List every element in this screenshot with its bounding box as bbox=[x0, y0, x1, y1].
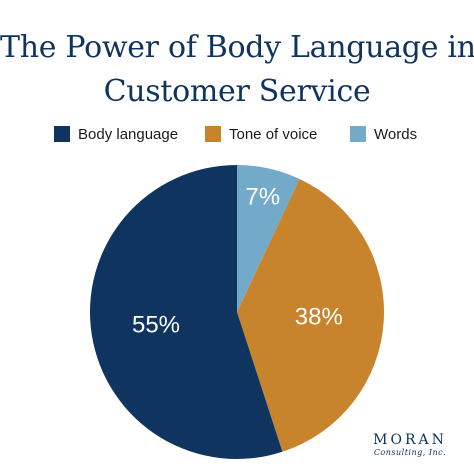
chart-title: The Power of Body Language in Customer S… bbox=[0, 26, 474, 114]
legend-label-tone-of-voice: Tone of voice bbox=[229, 125, 318, 143]
legend-swatch-words bbox=[350, 126, 366, 142]
legend-swatch-tone-of-voice bbox=[205, 126, 221, 142]
pie-slice-body-language bbox=[89, 165, 283, 459]
logo-name: MORAN bbox=[373, 432, 447, 448]
data-label-body-language: 55% bbox=[132, 311, 180, 338]
legend-item-tone-of-voice: Tone of voice bbox=[205, 124, 317, 144]
logo-subtitle: Consulting, Inc. bbox=[373, 448, 447, 457]
chart-title-line-2: Customer Service bbox=[103, 74, 371, 109]
pie-slice-tone-of-voice bbox=[237, 178, 385, 452]
legend-swatch-body-language bbox=[54, 126, 70, 142]
chart-legend: Body language Tone of voice Words bbox=[0, 124, 474, 144]
legend-item-words: Words bbox=[350, 124, 417, 144]
data-label-tone-of-voice: 38% bbox=[295, 304, 343, 331]
moran-logo: MORAN Consulting, Inc. bbox=[360, 432, 460, 458]
chart-title-line-1: The Power of Body Language in bbox=[0, 30, 474, 65]
legend-label-body-language: Body language bbox=[78, 125, 179, 143]
data-label-words: 7% bbox=[245, 183, 280, 210]
legend-label-words: Words bbox=[374, 125, 418, 143]
pie-slice-words bbox=[237, 165, 300, 312]
legend-item-body-language: Body language bbox=[54, 124, 178, 144]
